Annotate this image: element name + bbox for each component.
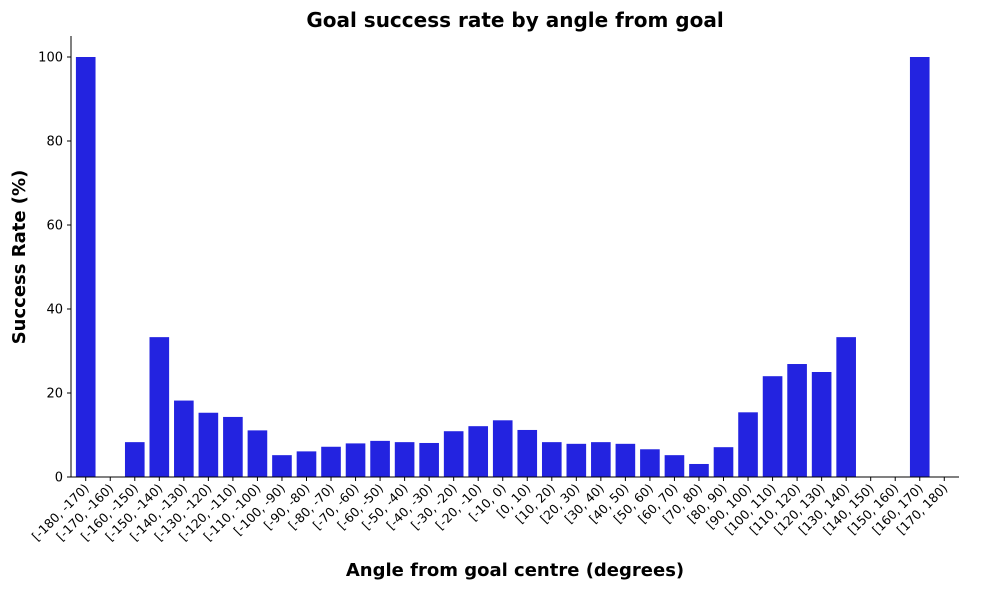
bar-15 <box>443 431 464 477</box>
y-tick-label: 80 <box>46 135 63 150</box>
bar-3 <box>149 337 170 477</box>
bar-25 <box>689 463 709 477</box>
bar-17 <box>492 420 513 477</box>
bar-23 <box>640 449 660 477</box>
bar-11 <box>345 443 366 477</box>
bar-28 <box>762 376 783 477</box>
x-axis-label: Angle from goal centre (degrees) <box>346 560 684 581</box>
bar-5 <box>198 412 219 477</box>
x-ticks-group: [-180, -170)[-170, -160)[-160, -150)[-15… <box>29 477 950 544</box>
bar-0 <box>75 57 96 477</box>
y-tick-label: 40 <box>46 303 63 318</box>
y-ticks-group: 0 20 40 60 80 100 <box>38 51 71 486</box>
axes-group <box>70 36 959 478</box>
bar-20 <box>566 443 587 477</box>
bar-9 <box>296 451 317 477</box>
bar-24 <box>664 455 685 477</box>
bar-18 <box>517 429 538 477</box>
bar-31 <box>836 337 856 477</box>
bar-19 <box>541 442 562 477</box>
chart-title: Goal success rate by angle from goal <box>306 8 723 32</box>
bar-2 <box>124 442 145 477</box>
bar-26 <box>713 447 734 477</box>
bar-7 <box>247 430 268 477</box>
bar-22 <box>615 443 636 477</box>
bar-14 <box>419 442 439 477</box>
bar-27 <box>738 412 758 477</box>
bar-16 <box>468 426 489 477</box>
bar-12 <box>370 440 390 477</box>
y-axis-label: Success Rate (%) <box>9 170 30 345</box>
y-tick-label: 60 <box>46 219 63 234</box>
bars-group <box>75 57 930 477</box>
bar-4 <box>174 400 194 477</box>
y-tick-label: 100 <box>38 51 63 66</box>
y-tick-label: 0 <box>55 471 63 486</box>
bar-8 <box>272 455 292 477</box>
bar-29 <box>787 364 807 477</box>
bar-21 <box>591 442 611 477</box>
bar-10 <box>321 446 341 477</box>
y-tick-label: 20 <box>46 387 63 402</box>
bar-30 <box>811 372 832 477</box>
bar-13 <box>394 442 415 477</box>
bar-6 <box>223 416 243 477</box>
bar-34 <box>909 57 930 477</box>
